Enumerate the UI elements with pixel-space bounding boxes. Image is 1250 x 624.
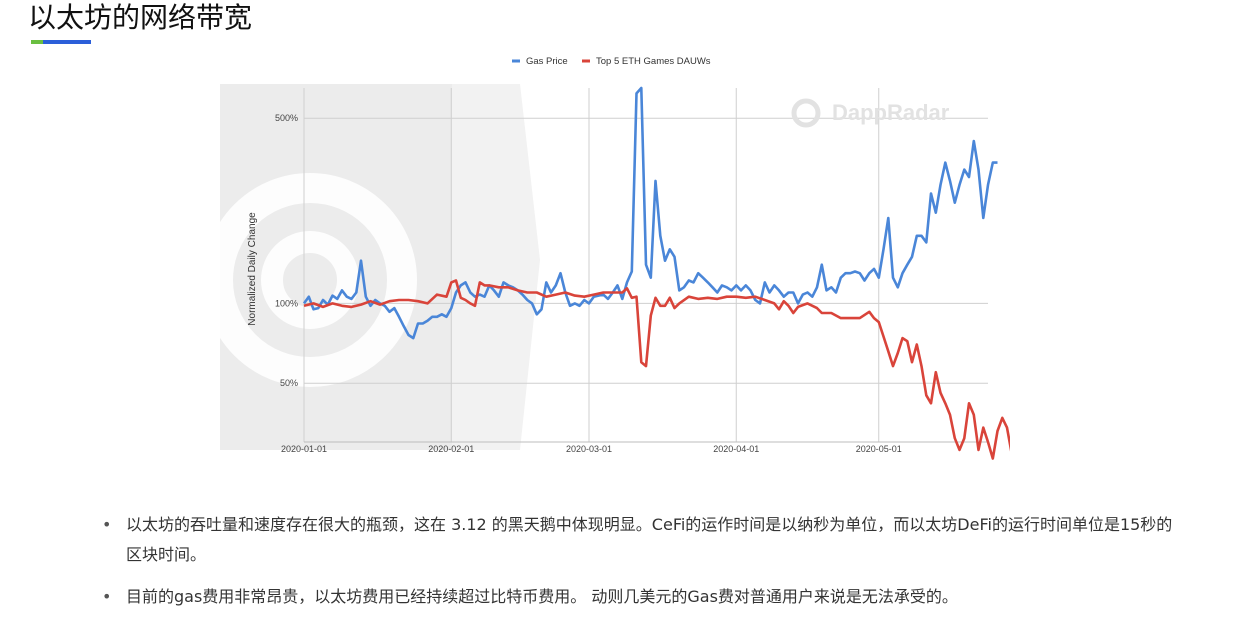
- legend-label: Top 5 ETH Games DAUWs: [596, 56, 711, 67]
- x-tick-label: 2020-03-01: [566, 444, 612, 454]
- y-tick-label: 100%: [275, 298, 298, 308]
- watermark-chevron: [452, 84, 540, 450]
- line-chart: 50% 100% 500% 2020-01-01 2020-02-01 2020-03-0…: [220, 56, 1010, 460]
- bullet-item-2: • 目前的gas费用非常昂贵，以太坊费用已经持续超过比特币费用。 动则几美元的G…: [100, 582, 1180, 612]
- y-axis-label: Normalized Daily Change: [247, 212, 258, 326]
- bullet-dot-icon: •: [102, 515, 112, 534]
- bullet-text-1: 以太坊的吞吐量和速度存在很大的瓶颈，这在 3.12 的黑天鹅中体现明显。CeFi…: [126, 515, 1173, 564]
- bullet-list: • 以太坊的吞吐量和速度存在很大的瓶颈，这在 3.12 的黑天鹅中体现明显。Ce…: [100, 510, 1180, 624]
- x-tick-label: 2020-04-01: [713, 444, 759, 454]
- chart-container: 50% 100% 500% 2020-01-01 2020-02-01 2020-03-0…: [220, 50, 1010, 470]
- title-underline: [31, 40, 91, 44]
- title-underline-green: [31, 40, 43, 44]
- bullet-text-2: 目前的gas费用非常昂贵，以太坊费用已经持续超过比特币费用。 动则几美元的Gas…: [126, 587, 958, 606]
- watermark-logo-ring: [220, 173, 417, 387]
- watermark-logo-inner: [261, 231, 359, 329]
- watermark-text: DappRadar: [832, 100, 950, 125]
- y-tick-label: 50%: [280, 378, 298, 388]
- page-title: 以太坊的网络带宽: [28, 1, 253, 34]
- series-line-gas-price: [302, 86, 998, 340]
- x-tick-label: 2020-01-01: [281, 444, 327, 454]
- x-tick-label: 2020-02-01: [428, 444, 474, 454]
- title-underline-blue: [43, 40, 91, 44]
- y-tick-label: 500%: [275, 113, 298, 123]
- bullet-dot-icon: •: [102, 587, 112, 606]
- bullet-item-1: • 以太坊的吞吐量和速度存在很大的瓶颈，这在 3.12 的黑天鹅中体现明显。Ce…: [100, 510, 1180, 570]
- series-line-games-dauws: [303, 279, 1010, 460]
- legend-label: Gas Price: [526, 56, 568, 67]
- watermark-brand-icon: [791, 98, 821, 128]
- x-tick-label: 2020-05-01: [856, 444, 902, 454]
